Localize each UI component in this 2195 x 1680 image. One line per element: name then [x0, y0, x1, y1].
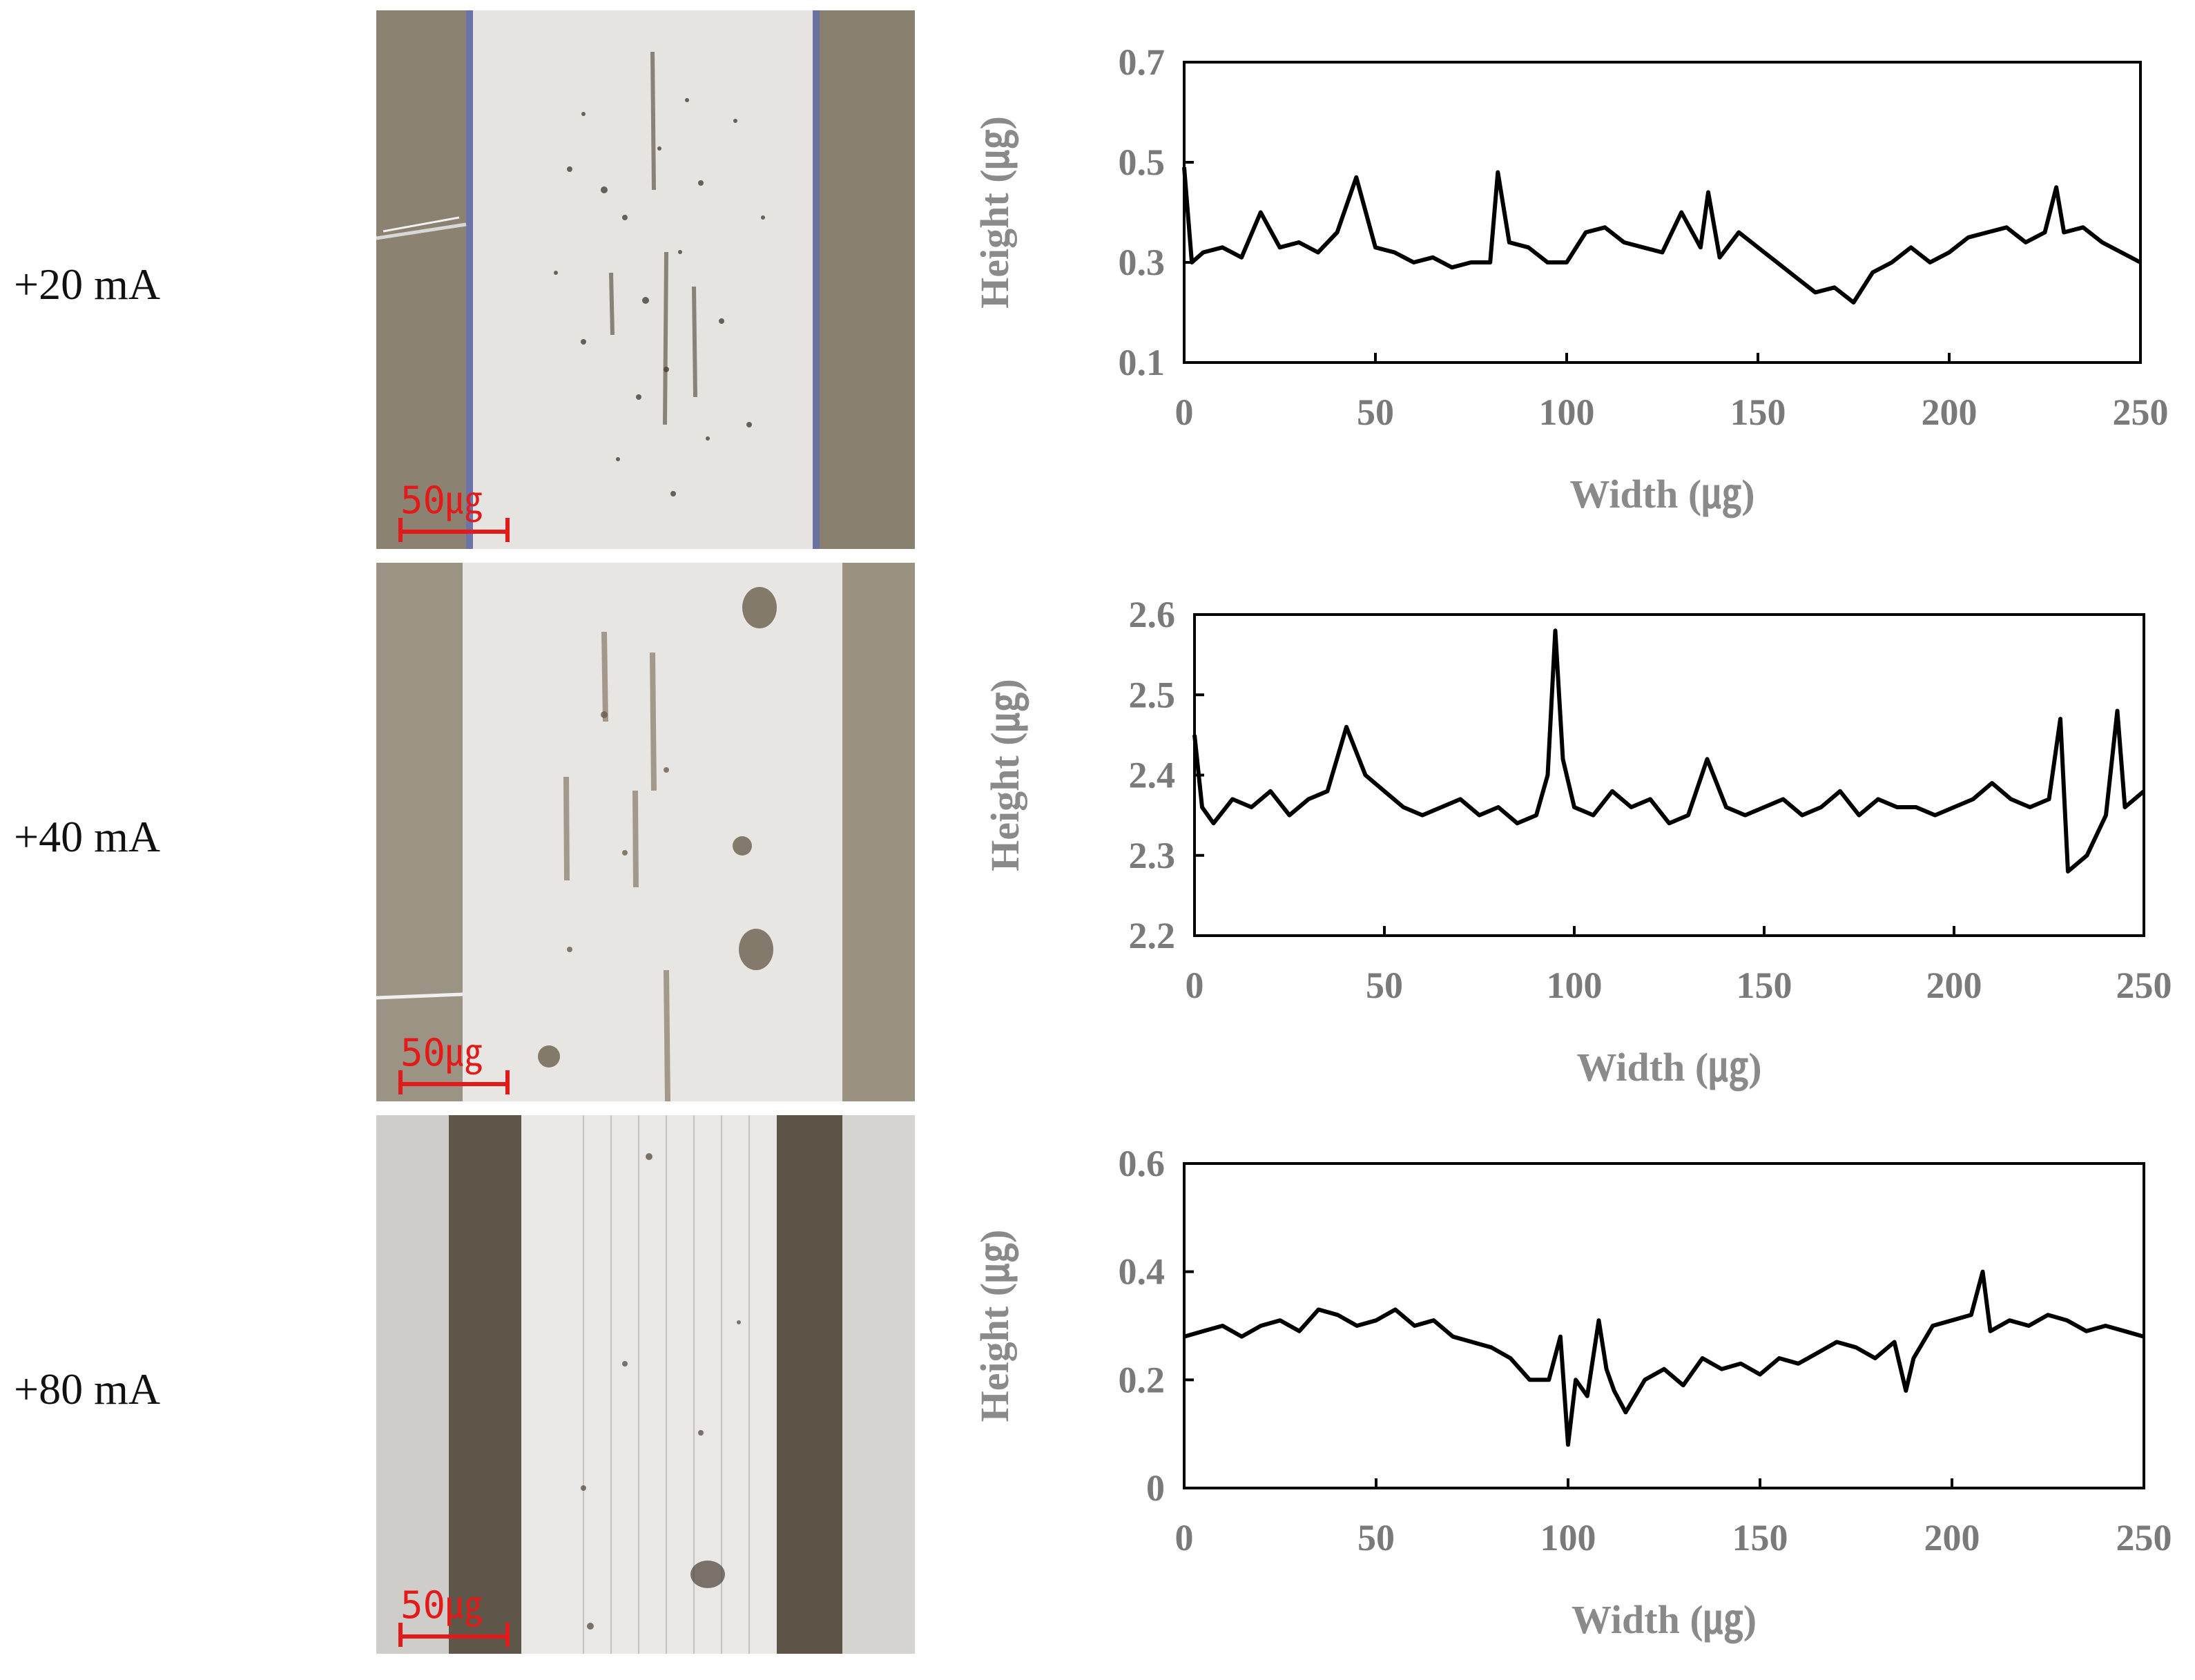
- y-tick-label: 0.2: [1119, 1359, 1166, 1400]
- micrograph-20ma: 50㎍: [376, 10, 915, 549]
- x-tick-label: 0: [1175, 392, 1194, 433]
- y-tick-label: 0.6: [1119, 1143, 1166, 1184]
- x-axis-title: Width (㎍): [1576, 1045, 1761, 1092]
- scale-bar-label: 50㎍: [400, 479, 483, 522]
- x-tick-label: 50: [1357, 1517, 1395, 1558]
- x-tick-label: 0: [1175, 1517, 1194, 1558]
- row-label-80ma: +80 mA: [14, 1364, 161, 1413]
- y-axis-title: Height (㎍): [972, 116, 1019, 309]
- x-tick-label: 250: [2116, 965, 2172, 1006]
- plot-frame: [1183, 61, 2142, 364]
- y-tick-label: 0.1: [1119, 342, 1166, 383]
- plot-frame: [1183, 1162, 2145, 1489]
- x-tick-label: 50: [1357, 392, 1394, 433]
- y-axis-title: Height (㎍): [972, 1230, 1019, 1422]
- x-tick-label: 200: [1922, 392, 1978, 433]
- height-profile-chart-20ma: 0 50 100 150 200 250 0.1 0.3 0.5 0.7 Width (㎍) Heig…: [967, 0, 2195, 552]
- micrograph-80ma: 50㎍: [376, 1115, 915, 1654]
- height-profile-line: [1182, 167, 2142, 305]
- scale-bar-label: 50㎍: [400, 1031, 483, 1074]
- scale-bar-label: 50㎍: [400, 1583, 483, 1627]
- y-tick-label: 0.5: [1119, 142, 1166, 183]
- x-axis-title: Width (㎍): [1572, 1597, 1757, 1644]
- x-tick-label: 100: [1539, 392, 1595, 433]
- height-profile-chart-80ma: 0 50 100 150 200 250 0 0.2 0.4 0.6 Width (㎍) Height…: [967, 1105, 2195, 1657]
- height-profile-chart-40ma: 0 50 100 150 200 250 2.2 2.3 2.4 2.5 2.6 Width (㎍) H…: [967, 552, 2195, 1105]
- y-tick-label: 0.7: [1119, 41, 1166, 83]
- row-label-40ma: +40 mA: [14, 812, 161, 861]
- y-tick-label: 2.4: [1129, 755, 1176, 796]
- x-tick-label: 250: [2116, 1517, 2172, 1558]
- height-profile-line: [1192, 628, 2145, 873]
- x-axis-title: Width (㎍): [1569, 472, 1754, 519]
- y-tick-label: 2.3: [1129, 835, 1176, 876]
- x-tick-label: 150: [1737, 965, 1792, 1006]
- x-tick-label: 0: [1186, 965, 1204, 1006]
- micrograph-40ma: 50㎍: [376, 563, 915, 1101]
- y-tick-label: 0: [1146, 1467, 1165, 1509]
- y-tick-label: 0.4: [1119, 1251, 1166, 1293]
- y-axis-title: Height (㎍): [983, 679, 1029, 871]
- x-tick-label: 250: [2113, 392, 2169, 433]
- x-tick-label: 100: [1547, 965, 1603, 1006]
- x-tick-label: 200: [1926, 965, 1982, 1006]
- height-profile-line: [1183, 1269, 2145, 1447]
- y-tick-label: 0.3: [1119, 242, 1166, 283]
- x-tick-label: 100: [1540, 1517, 1596, 1558]
- y-tick-label: 2.6: [1129, 594, 1176, 635]
- row-label-20ma: +20 mA: [14, 260, 161, 309]
- x-tick-label: 200: [1924, 1517, 1980, 1558]
- plot-frame: [1193, 613, 2145, 937]
- y-tick-label: 2.2: [1129, 915, 1176, 956]
- y-tick-label: 2.5: [1129, 674, 1176, 715]
- x-tick-label: 50: [1366, 965, 1403, 1006]
- x-tick-label: 150: [1732, 1517, 1788, 1558]
- x-tick-label: 150: [1730, 392, 1786, 433]
